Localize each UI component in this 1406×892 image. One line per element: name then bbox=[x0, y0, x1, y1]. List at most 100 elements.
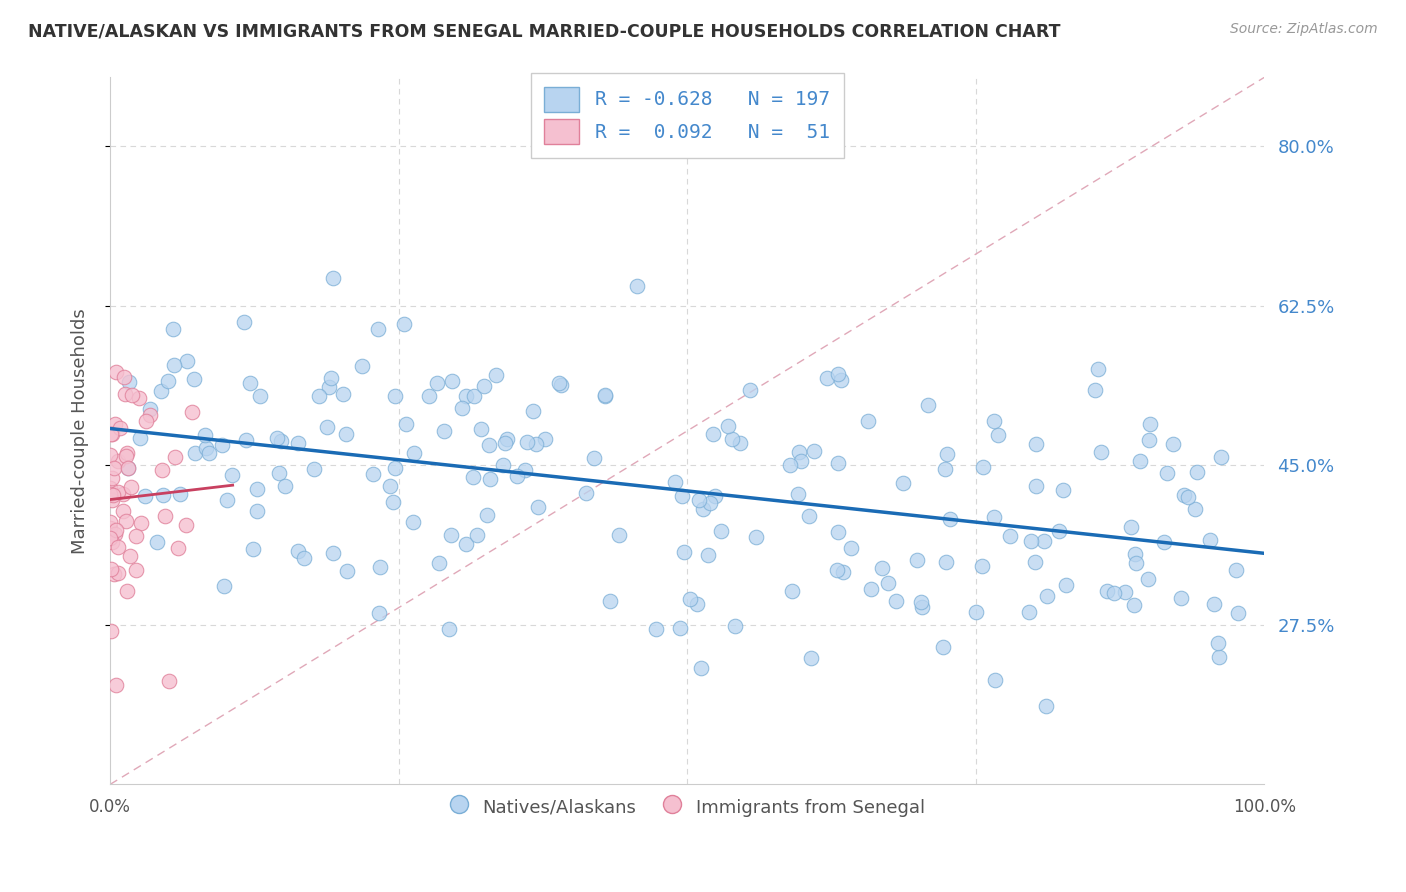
Point bbox=[1032, 534, 1054, 549]
Point bbox=[494, 436, 516, 450]
Point bbox=[174, 517, 197, 532]
Point bbox=[184, 446, 207, 460]
Point bbox=[671, 489, 693, 503]
Point bbox=[524, 436, 547, 450]
Point bbox=[418, 389, 440, 403]
Point bbox=[112, 504, 135, 518]
Point bbox=[322, 271, 344, 285]
Point bbox=[998, 529, 1021, 543]
Point bbox=[1173, 488, 1195, 502]
Point bbox=[938, 511, 960, 525]
Point bbox=[644, 623, 666, 637]
Point bbox=[169, 486, 191, 500]
Point bbox=[319, 370, 342, 384]
Point bbox=[100, 624, 122, 639]
Point bbox=[433, 425, 456, 439]
Point bbox=[1208, 649, 1230, 664]
Point bbox=[287, 543, 309, 558]
Point bbox=[454, 537, 477, 551]
Point bbox=[98, 531, 121, 545]
Point bbox=[673, 545, 696, 559]
Point bbox=[935, 447, 957, 461]
Point bbox=[1137, 433, 1160, 447]
Point bbox=[831, 565, 853, 579]
Point bbox=[593, 389, 616, 403]
Point bbox=[704, 489, 727, 503]
Point bbox=[232, 314, 254, 328]
Point bbox=[626, 278, 648, 293]
Point bbox=[381, 495, 404, 509]
Point bbox=[911, 599, 934, 614]
Point bbox=[1025, 479, 1047, 493]
Point bbox=[107, 485, 129, 500]
Point bbox=[128, 391, 150, 405]
Point bbox=[392, 317, 415, 331]
Point bbox=[110, 421, 132, 435]
Point bbox=[478, 472, 501, 486]
Point bbox=[1102, 586, 1125, 600]
Point bbox=[104, 417, 127, 431]
Point bbox=[112, 370, 135, 384]
Point bbox=[361, 467, 384, 481]
Point bbox=[972, 459, 994, 474]
Point bbox=[451, 401, 474, 416]
Point bbox=[163, 450, 186, 465]
Point bbox=[105, 523, 128, 537]
Point bbox=[180, 405, 202, 419]
Point bbox=[505, 469, 527, 483]
Point bbox=[135, 414, 157, 428]
Point bbox=[98, 487, 121, 501]
Point bbox=[496, 432, 519, 446]
Point bbox=[679, 591, 702, 606]
Point bbox=[107, 454, 129, 468]
Point bbox=[779, 458, 801, 472]
Point bbox=[395, 417, 418, 432]
Point bbox=[970, 558, 993, 573]
Point bbox=[150, 463, 173, 477]
Point bbox=[686, 598, 709, 612]
Point bbox=[332, 387, 354, 401]
Point bbox=[292, 550, 315, 565]
Point bbox=[1209, 450, 1232, 464]
Point bbox=[1084, 383, 1107, 397]
Point bbox=[121, 388, 143, 402]
Point bbox=[465, 528, 488, 542]
Point bbox=[235, 433, 257, 447]
Point bbox=[827, 456, 849, 470]
Point bbox=[440, 528, 463, 542]
Point bbox=[211, 438, 233, 452]
Point bbox=[114, 450, 136, 464]
Point bbox=[149, 384, 172, 398]
Point bbox=[513, 463, 536, 477]
Point bbox=[609, 528, 631, 542]
Point bbox=[669, 621, 692, 635]
Point bbox=[1156, 467, 1178, 481]
Point bbox=[1161, 437, 1184, 451]
Point bbox=[322, 546, 344, 560]
Point bbox=[404, 445, 426, 459]
Point bbox=[463, 469, 485, 483]
Text: Source: ZipAtlas.com: Source: ZipAtlas.com bbox=[1230, 22, 1378, 37]
Point bbox=[1018, 605, 1040, 619]
Point bbox=[100, 426, 122, 441]
Point bbox=[702, 426, 724, 441]
Point bbox=[316, 420, 339, 434]
Point bbox=[100, 493, 122, 508]
Point bbox=[318, 380, 340, 394]
Point bbox=[402, 515, 425, 529]
Point bbox=[287, 435, 309, 450]
Point bbox=[710, 524, 733, 539]
Point bbox=[787, 445, 810, 459]
Text: NATIVE/ALASKAN VS IMMIGRANTS FROM SENEGAL MARRIED-COUPLE HOUSEHOLDS CORRELATION : NATIVE/ALASKAN VS IMMIGRANTS FROM SENEGA… bbox=[28, 22, 1060, 40]
Point bbox=[367, 322, 389, 336]
Point bbox=[830, 373, 852, 387]
Point bbox=[139, 401, 162, 416]
Point bbox=[1024, 555, 1046, 569]
Point bbox=[699, 496, 721, 510]
Point bbox=[270, 434, 292, 449]
Point bbox=[1225, 563, 1247, 577]
Point bbox=[98, 481, 121, 495]
Point bbox=[427, 556, 450, 570]
Point bbox=[103, 461, 125, 475]
Point bbox=[1036, 589, 1059, 603]
